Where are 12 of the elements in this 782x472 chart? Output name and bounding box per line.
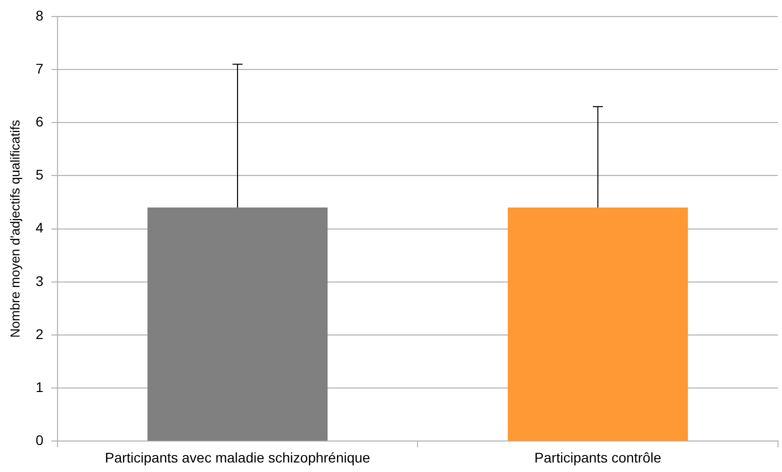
y-tick-label: 0 [36,432,44,448]
x-tick-label: Participants contrôle [534,449,662,466]
y-axis-title: Nombre moyen d'adjectifs qualificatifs [7,119,22,338]
y-tick-label: 4 [36,220,44,236]
y-tick-label: 8 [36,7,44,24]
y-tick-label: 7 [36,60,44,76]
y-tick-label: 2 [36,326,44,342]
y-tick-label: 3 [36,272,44,289]
y-tick-label: 6 [36,113,44,130]
x-tick-label: Participants avec maladie schizophrénique [104,449,370,466]
y-tick-label: 1 [36,378,44,395]
y-tick-label: 5 [36,166,44,183]
